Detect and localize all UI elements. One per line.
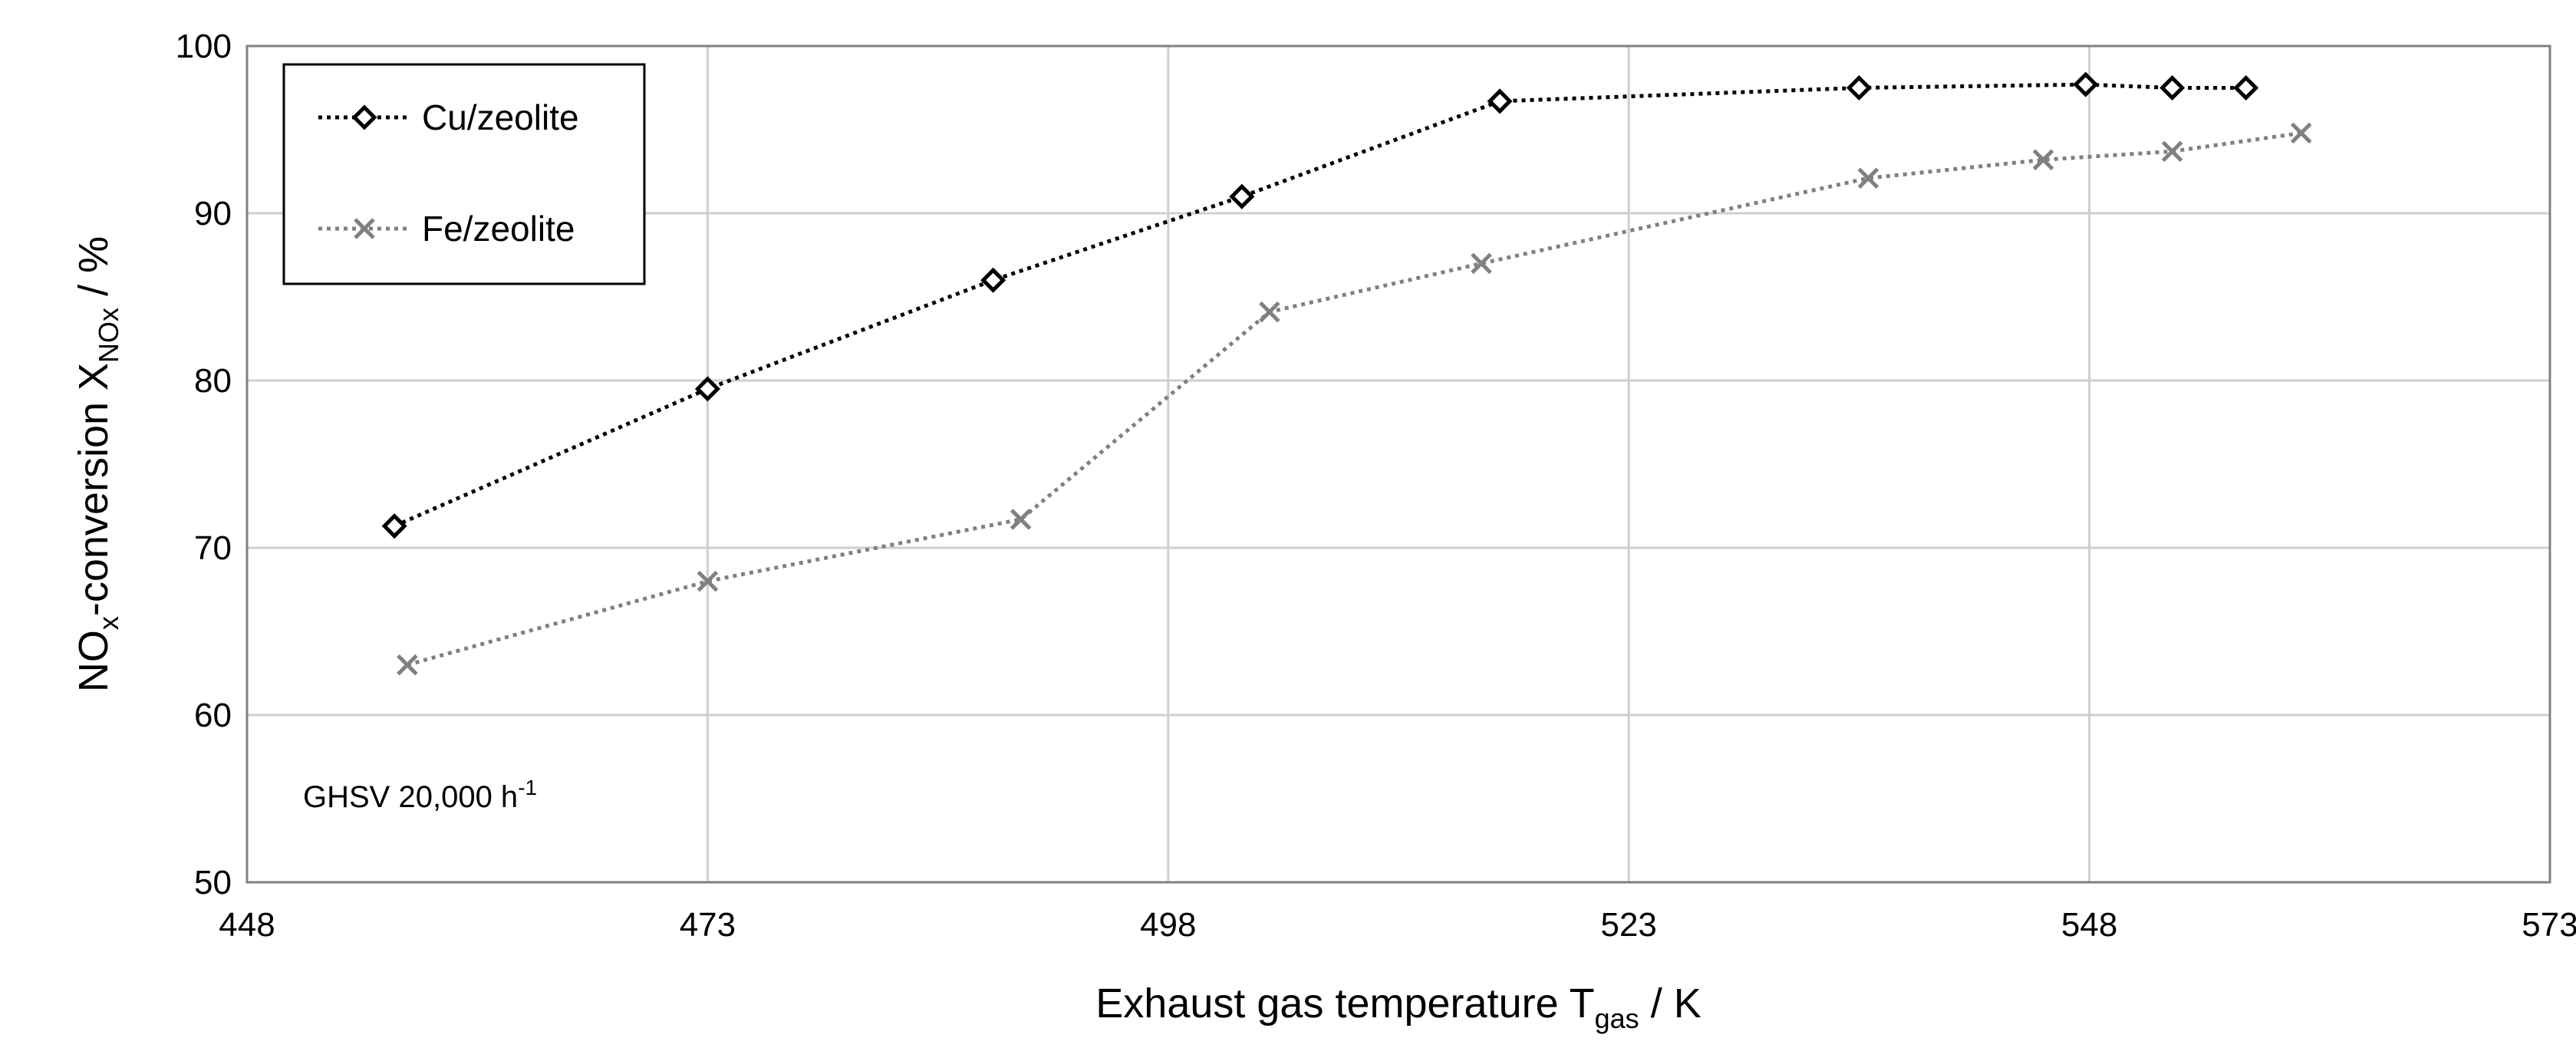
data-point xyxy=(2032,149,2054,171)
data-point xyxy=(1487,88,1513,114)
y-axis-title-sub1: x xyxy=(93,616,124,630)
y-tick-label: 70 xyxy=(194,529,232,567)
data-point xyxy=(397,654,418,676)
y-axis-title-mid: -conversion X xyxy=(71,363,117,616)
y-tick-label: 80 xyxy=(194,362,232,400)
y-tick-label: 90 xyxy=(194,195,232,232)
x-tick-label: 448 xyxy=(219,906,275,944)
y-axis-title-pre: NO xyxy=(71,630,117,692)
y-tick-label: 100 xyxy=(176,28,232,65)
y-axis-title: NOx-conversion XNOx / % xyxy=(71,236,124,692)
legend-label-cu: Cu/zeolite xyxy=(422,97,579,137)
ghsv-annotation-sup: -1 xyxy=(518,776,537,799)
data-point xyxy=(381,513,407,539)
legend-label-fe: Fe/zeolite xyxy=(422,209,575,249)
ghsv-annotation: GHSV 20,000 h-1 xyxy=(303,776,537,814)
x-axis-title-sub: gas xyxy=(1595,1003,1639,1034)
data-point xyxy=(1010,509,1032,530)
series-0 xyxy=(381,71,2259,539)
y-axis-title-sub2: NOx xyxy=(93,308,124,363)
legend-marker-diamond xyxy=(351,104,377,130)
x-axis-title: Exhaust gas temperature Tgas / K xyxy=(1095,980,1701,1034)
x-tick-label: 548 xyxy=(2061,906,2117,944)
legend: Cu/zeolite Fe/zeolite xyxy=(282,63,646,285)
series-layer xyxy=(381,71,2312,676)
data-point xyxy=(1846,74,1872,101)
data-point xyxy=(697,570,719,592)
x-axis-title-unit: / K xyxy=(1639,980,1701,1027)
tick-labels: 448 473 498 523 548 573 50 60 70 80 90 100 xyxy=(176,28,2576,944)
data-point xyxy=(2159,74,2186,101)
x-tick-label: 498 xyxy=(1140,906,1196,944)
data-point xyxy=(2233,74,2259,101)
y-tick-label: 50 xyxy=(194,864,232,901)
legend-marker-x xyxy=(354,218,375,239)
data-point xyxy=(694,376,720,402)
ghsv-annotation-text: GHSV 20,000 h xyxy=(303,780,518,814)
x-tick-label: 573 xyxy=(2522,906,2576,944)
data-point xyxy=(2073,71,2099,97)
x-axis-title-main: Exhaust gas temperature T xyxy=(1095,980,1594,1027)
data-point xyxy=(2161,140,2183,163)
plot-border xyxy=(245,44,2551,884)
series-1 xyxy=(397,122,2312,676)
legend-box xyxy=(282,63,646,285)
data-point xyxy=(1229,183,1255,209)
x-tick-label: 523 xyxy=(1600,906,1656,944)
y-tick-label: 60 xyxy=(194,697,232,734)
data-point xyxy=(980,267,1006,293)
y-axis-title-post: / % xyxy=(71,236,117,308)
x-tick-label: 473 xyxy=(680,906,736,944)
data-point xyxy=(1857,167,1879,189)
data-point xyxy=(2291,122,2312,144)
data-point xyxy=(1471,252,1492,275)
data-point xyxy=(1259,301,1280,323)
